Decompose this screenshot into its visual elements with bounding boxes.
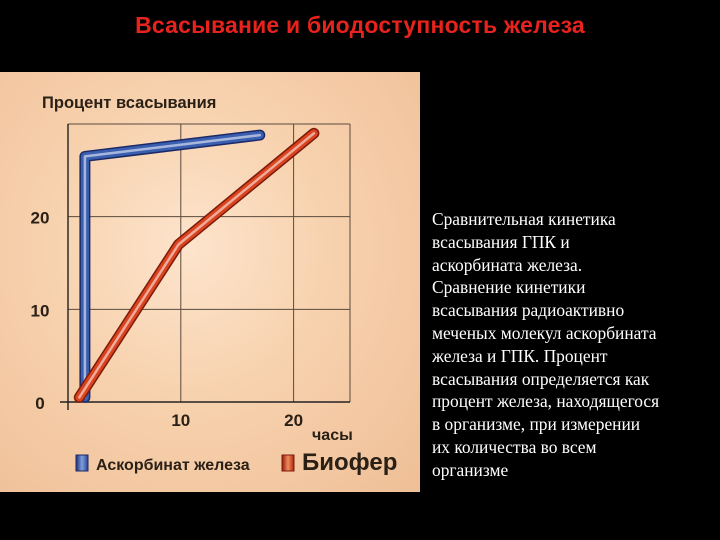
legend-item: Аскорбинат железа (75, 454, 250, 474)
x-axis-label: часы (312, 427, 353, 444)
legend-swatch (281, 454, 295, 472)
slide-title: Всасывание и биодоступность железа (135, 12, 585, 38)
legend: Аскорбинат железа Биофер (75, 449, 397, 476)
series-biofer (73, 127, 320, 403)
y-tick-label: 10 (31, 301, 50, 320)
chart-panel: Процент всасывания 0 10 20 10 20 часы Аскорб… (0, 72, 420, 492)
x-tick-label: 20 (284, 411, 303, 430)
legend-label: Биофер (302, 449, 397, 476)
series-line-outline (73, 127, 320, 403)
series-ascorbate (79, 129, 266, 403)
y-tick-label: 0 (35, 394, 44, 413)
y-axis-label: Процент всасывания (42, 94, 216, 112)
legend-swatch (75, 454, 89, 472)
line-chart: Процент всасывания 0 10 20 10 20 часы Аскорб… (31, 94, 398, 476)
legend-label: Аскорбинат железа (96, 457, 250, 474)
series-line (75, 129, 318, 402)
series-line-highlight (83, 133, 262, 399)
x-tick-label: 10 (171, 411, 190, 430)
legend-item: Биофер (281, 449, 397, 476)
y-tick-label: 20 (31, 209, 50, 228)
chart-description: Сравнительная кинетика всасывания ГПК и … (432, 209, 660, 480)
series-line-highlight (78, 132, 316, 399)
